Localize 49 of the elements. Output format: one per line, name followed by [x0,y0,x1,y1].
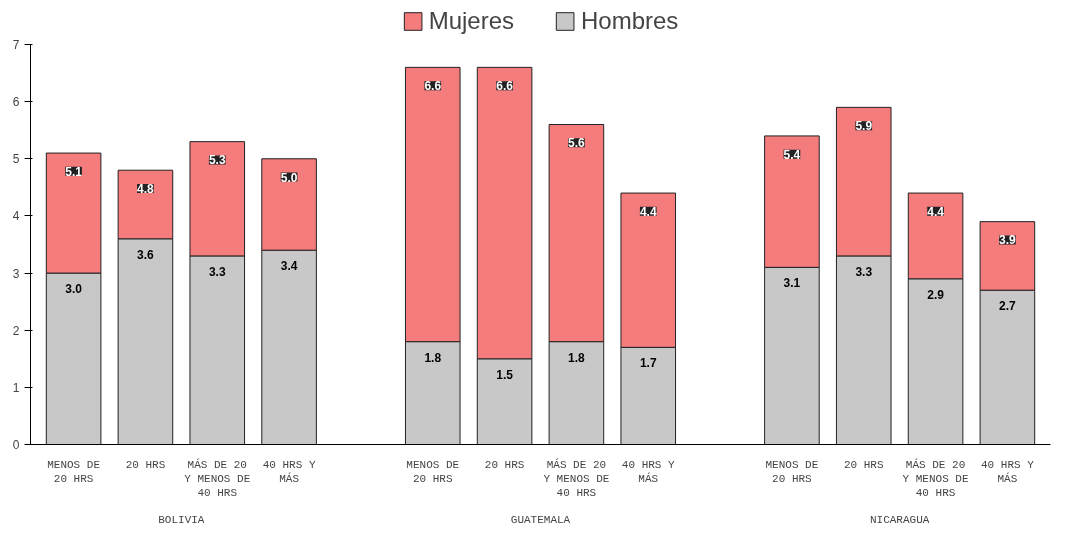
legend-label: Hombres [581,7,679,35]
text: NICARAGUA [869,513,930,526]
total-label: 5.3 [208,153,226,168]
x-tick-label: 20 HRS [843,458,884,471]
legend-label: Mujeres [428,7,514,35]
data-label: 3.4 [280,259,298,274]
y-tick-label: 3 [12,266,20,281]
total-label: 5.9 [855,119,873,134]
data-label: 3.6 [137,247,155,262]
x-tick-label: 40 HRS Y MÁS [621,458,676,485]
x-tick-label: MÁS DE 20 Y MENOS DE 40 HRS [543,457,610,500]
x-tick-label: 20 HRS [484,458,525,471]
total-label: 5.1 [65,164,83,179]
total-label: 6.6 [496,79,514,94]
y-tick-label: 5 [12,152,20,167]
data-label: 1.7 [639,356,657,371]
total-label: 5.0 [280,170,298,185]
text: BOLIVIA [158,513,205,526]
data-label: 3.3 [855,264,873,279]
y-tick-label: 1 [12,380,20,395]
y-tick-label: 0 [12,438,20,452]
y-tick-label: 6 [12,95,20,110]
total-label: 5.4 [783,147,801,162]
data-label: 1.8 [424,350,442,365]
data-label: 2.7 [999,299,1017,314]
y-tick-label: 4 [12,209,20,224]
x-tick-label: MÁS DE 20 Y MENOS DE 40 HRS [902,457,969,500]
total-label: 5.6 [568,136,586,151]
x-tick-label: 20 HRS [125,458,166,471]
x-tick-label: MENOS DE 20 HRS [406,458,460,485]
total-label: 4.4 [639,204,657,219]
data-label: 1.8 [568,350,586,365]
total-label: 3.9 [999,233,1017,248]
total-label: 4.8 [137,182,155,196]
total-label: 4.4 [927,204,945,219]
data-label: 3.0 [65,282,83,296]
total-label: 6.6 [424,79,442,94]
y-tick-label: 2 [12,323,20,338]
data-label: 3.1 [783,276,801,291]
x-tick-label: 40 HRS Y MÁS [262,458,316,485]
x-tick-label: 40 HRS Y MÁS [981,458,1035,485]
y-tick-label: 7 [12,38,20,52]
data-label: 1.5 [496,367,514,382]
data-label: 2.9 [927,287,945,302]
x-tick-label: MENOS DE 20 HRS [47,458,101,485]
data-label: 3.3 [208,264,226,279]
x-tick-label: MENOS DE 20 HRS [765,458,819,485]
text: GUATEMALA [510,513,571,526]
x-tick-label: MÁS DE 20 Y MENOS DE 40 HRS [184,457,251,500]
